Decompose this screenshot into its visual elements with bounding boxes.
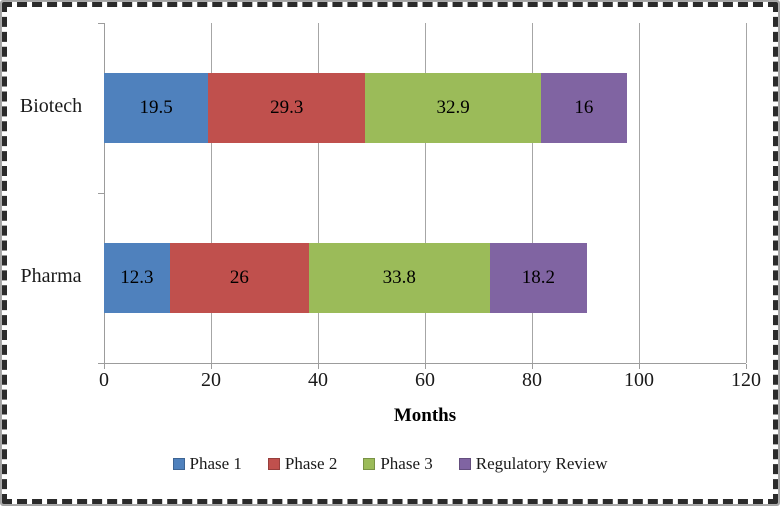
x-axis-tick [425, 364, 426, 369]
category-label-pharma: Pharma [20, 265, 82, 287]
bar-segment-phase-2-pharma: 26 [169, 243, 309, 313]
legend-item-phase-1: Phase 1 [172, 454, 242, 474]
x-axis-tick [532, 364, 533, 369]
category-label-biotech: Biotech [19, 95, 83, 117]
legend-label: Phase 1 [189, 454, 242, 473]
legend-swatch [267, 458, 280, 470]
legend-label: Phase 3 [380, 454, 433, 473]
x-axis-tick-label: 60 [415, 369, 435, 391]
y-axis-tick [98, 23, 104, 24]
x-axis [104, 363, 746, 364]
x-axis-tick [211, 364, 212, 369]
legend-item-phase-2: Phase 2 [267, 454, 338, 474]
bar-value-label: 33.8 [382, 267, 416, 288]
y-axis-tick [98, 363, 104, 364]
legend-item-regulatory-review: Regulatory Review [458, 454, 608, 474]
bar-segment-phase-2-biotech: 29.3 [208, 73, 366, 143]
legend-swatch [172, 458, 185, 470]
gridline [639, 23, 640, 363]
x-axis-tick [318, 364, 319, 369]
gridline [318, 23, 319, 363]
bar-value-label: 29.3 [270, 97, 304, 118]
x-axis-tick-label: 0 [99, 369, 109, 391]
bar-value-label: 18.2 [521, 267, 556, 288]
x-axis-tick-label: 20 [201, 369, 221, 391]
bar-segment-phase-3-pharma: 33.8 [308, 243, 490, 313]
bar-value-label: 32.9 [436, 97, 470, 118]
gridline [211, 23, 212, 363]
gridline [532, 23, 533, 363]
y-axis-tick [98, 193, 104, 194]
x-axis-tick-label: 100 [624, 369, 654, 391]
legend-label: Regulatory Review [475, 454, 608, 473]
x-axis-tick-label: 40 [308, 369, 328, 391]
y-axis [104, 23, 105, 363]
x-axis-title: Months [393, 405, 457, 426]
x-axis-tick [639, 364, 640, 369]
legend-swatch [458, 458, 471, 470]
legend-swatch [363, 458, 376, 470]
bar-value-label: 26 [229, 267, 249, 288]
bar-row-biotech: 19.5 29.3 32.9 16 [104, 73, 746, 143]
stacked-bar-chart: 0 20 40 60 80 100 120 19.5 29.3 32.9 16 Biotech 12.3… [7, 7, 773, 499]
gridline [425, 23, 426, 363]
legend: Phase 1 Phase 2 Phase 3 Regulatory Review [7, 454, 773, 474]
x-axis-tick [104, 364, 105, 369]
plot-area: 0 20 40 60 80 100 120 19.5 29.3 32.9 16 Biotech 12.3… [20, 23, 761, 391]
legend-label: Phase 2 [284, 454, 338, 473]
bar-segment-phase-1-biotech: 19.5 [104, 73, 209, 143]
bar-value-label: 19.5 [139, 97, 173, 118]
bar-segment-regulatory-review-pharma: 18.2 [489, 243, 588, 313]
bar-value-label: 16 [574, 97, 594, 118]
bar-value-label: 12.3 [120, 267, 154, 288]
legend-item-phase-3: Phase 3 [363, 454, 433, 474]
bar-segment-phase-3-biotech: 32.9 [365, 73, 542, 143]
bar-row-pharma: 12.3 26 33.8 18.2 [104, 243, 746, 313]
bar-segment-phase-1-pharma: 12.3 [104, 243, 170, 313]
x-axis-tick-label: 80 [522, 369, 542, 391]
bar-segment-regulatory-review-biotech: 16 [541, 73, 627, 143]
x-axis-tick-label: 120 [731, 369, 761, 391]
x-axis-tick [746, 364, 747, 369]
gridline [746, 23, 747, 363]
